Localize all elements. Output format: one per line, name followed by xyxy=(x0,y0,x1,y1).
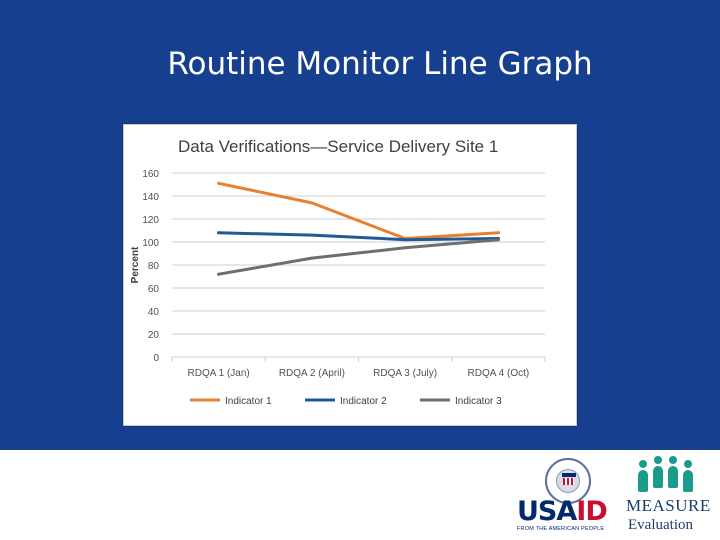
chart-card: Data Verifications—Service Delivery Site… xyxy=(123,124,577,426)
x-tick-label: RDQA 2 (April) xyxy=(279,368,345,379)
x-tick-label: RDQA 1 (Jan) xyxy=(188,368,250,379)
data-point xyxy=(403,238,407,242)
x-tick-label: RDQA 4 (Oct) xyxy=(468,368,530,379)
people-figures-icon xyxy=(636,456,696,496)
legend-label-3: Indicator 3 xyxy=(455,396,502,407)
usaid-seal-icon xyxy=(545,458,591,504)
data-point xyxy=(496,231,500,235)
usaid-wordmark: USAID xyxy=(517,496,608,527)
series-line-3 xyxy=(217,238,500,276)
legend-label-1: Indicator 1 xyxy=(225,396,272,407)
chart-title: Data Verifications—Service Delivery Site… xyxy=(178,137,498,156)
usaid-logo: USAID FROM THE AMERICAN PEOPLE xyxy=(515,458,611,534)
series-line-2 xyxy=(217,231,500,242)
y-tick-label: 80 xyxy=(148,261,160,272)
data-point xyxy=(310,256,314,260)
data-point xyxy=(496,238,500,242)
x-tick-label: RDQA 3 (July) xyxy=(373,368,437,379)
data-point xyxy=(217,272,221,276)
y-tick-label: 40 xyxy=(148,307,160,318)
series-line-1 xyxy=(217,181,500,240)
evaluation-wordmark: Evaluation xyxy=(628,517,693,533)
y-tick-label: 100 xyxy=(142,238,159,249)
data-point xyxy=(310,233,314,237)
y-tick-label: 0 xyxy=(153,353,159,364)
y-tick-label: 120 xyxy=(142,215,159,226)
slide-title: Routine Monitor Line Graph xyxy=(167,46,593,82)
data-point xyxy=(217,181,221,185)
usaid-tagline: FROM THE AMERICAN PEOPLE xyxy=(517,526,605,532)
legend-label-2: Indicator 2 xyxy=(340,396,387,407)
data-point xyxy=(403,246,407,250)
data-point xyxy=(310,201,314,205)
footer xyxy=(0,450,720,540)
measure-wordmark: MEASURE xyxy=(626,496,711,515)
y-tick-label: 60 xyxy=(148,284,160,295)
y-tick-label: 160 xyxy=(142,169,159,180)
y-tick-label: 140 xyxy=(142,192,159,203)
measure-evaluation-logo: MEASURE Evaluation xyxy=(624,456,710,536)
line-chart: Data Verifications—Service Delivery Site… xyxy=(130,137,546,407)
y-tick-label: 20 xyxy=(148,330,160,341)
data-point xyxy=(217,231,221,235)
y-axis-label: Percent xyxy=(130,246,141,283)
